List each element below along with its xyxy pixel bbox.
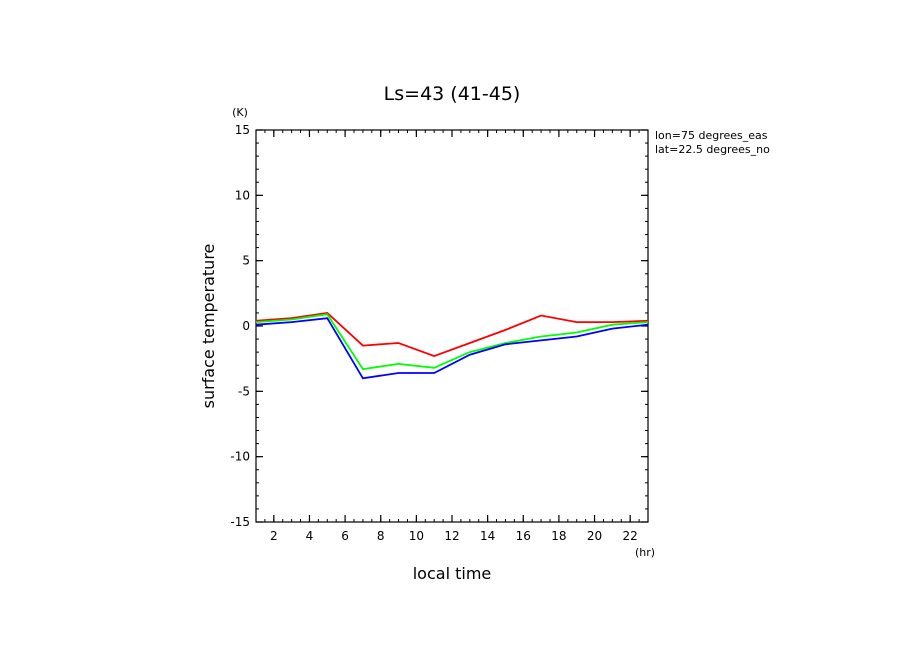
x-tick-label: 18 (551, 529, 566, 543)
x-tick-label: 16 (516, 529, 531, 543)
y-tick-label: -15 (230, 515, 250, 529)
x-tick-label: 6 (341, 529, 349, 543)
y-tick-label: 0 (242, 319, 250, 333)
x-tick-label: 4 (306, 529, 314, 543)
x-tick-label: 20 (587, 529, 602, 543)
x-tick-label: 10 (409, 529, 424, 543)
plot-frame (255, 129, 649, 523)
x-tick-label: 12 (444, 529, 459, 543)
x-tick-label: 14 (480, 529, 495, 543)
y-unit-label: (K) (232, 106, 248, 119)
annotation-lon: lon=75 degrees_eas (655, 129, 768, 142)
series-line-2 (255, 313, 649, 371)
series-line-1 (255, 311, 649, 358)
y-axis-label: surface temperature (199, 244, 218, 409)
x-unit-label: (hr) (635, 546, 655, 559)
x-axis-label: local time (413, 564, 492, 583)
y-tick-label: 10 (235, 188, 250, 202)
series-line-3 (255, 317, 649, 380)
annotation-lat: lat=22.5 degrees_no (655, 143, 770, 156)
y-tick-label: 15 (235, 123, 250, 137)
y-tick-label: -5 (238, 384, 250, 398)
y-tick-label: -10 (230, 450, 250, 464)
y-tick-label: 5 (242, 254, 250, 268)
x-tick-label: 8 (377, 529, 385, 543)
plot-area: 2 4 6 8 10 12 14 16 18 20 22 -15 -10 -5 0 5 10 15 (230, 123, 649, 543)
x-tick-label: 2 (270, 529, 278, 543)
x-tick-label: 22 (623, 529, 638, 543)
chart-title: Ls=43 (41-45) (384, 83, 521, 105)
